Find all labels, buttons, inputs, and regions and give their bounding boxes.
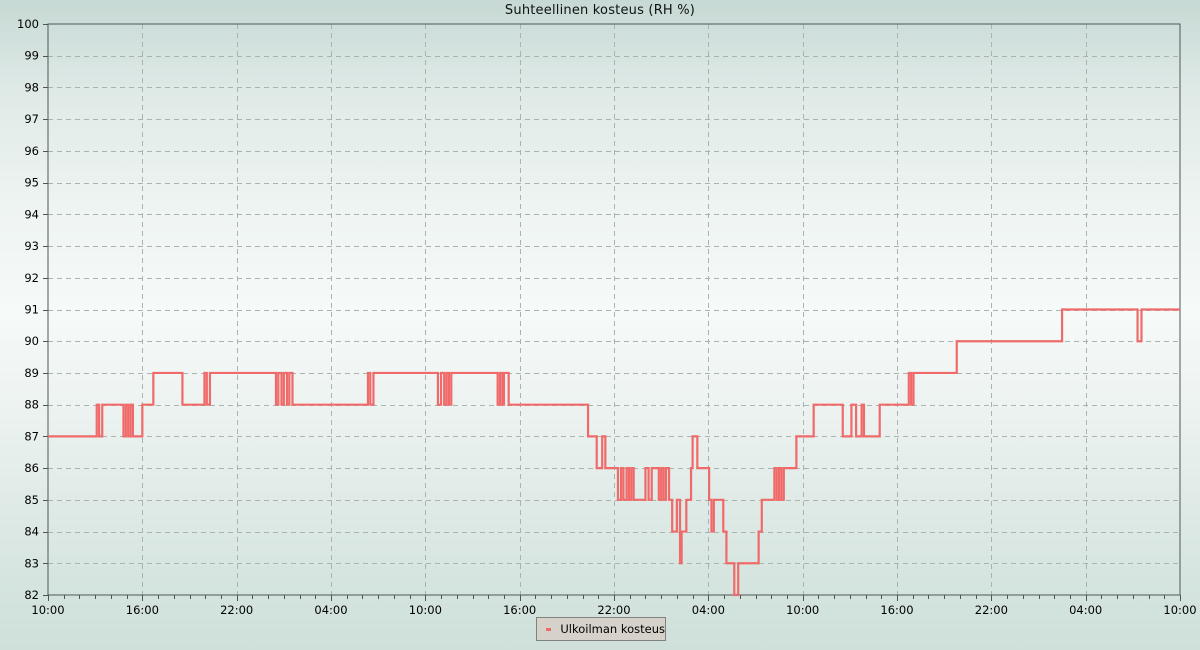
chart-title: Suhteellinen kosteus (RH %): [504, 3, 696, 18]
y-tick-label: 97: [24, 112, 39, 126]
x-tick-label: 04:00: [1069, 603, 1102, 617]
legend-box: Ulkoilman kosteus: [536, 617, 666, 641]
y-tick-label: 91: [24, 303, 39, 317]
y-tick-label: 85: [24, 493, 39, 507]
y-tick-label: 100: [17, 17, 39, 31]
y-tick-label: 92: [24, 271, 39, 285]
y-tick-label: 94: [24, 207, 39, 221]
x-tick-label: 16:00: [880, 603, 913, 617]
y-tick-label: 90: [24, 334, 39, 348]
legend-line-swatch: [546, 627, 552, 631]
x-tick-label: 22:00: [220, 603, 253, 617]
x-tick-label: 22:00: [975, 603, 1008, 617]
y-tick-label: 84: [24, 525, 39, 539]
y-tick-label: 87: [24, 429, 39, 443]
x-tick-label: 22:00: [597, 603, 630, 617]
y-tick-label: 96: [24, 144, 39, 158]
x-tick-label: 10:00: [409, 603, 442, 617]
y-tick-label: 89: [24, 366, 39, 380]
x-tick-label: 10:00: [31, 603, 64, 617]
x-tick-label: 10:00: [1163, 603, 1196, 617]
y-tick-label: 95: [24, 176, 39, 190]
y-tick-label: 83: [24, 556, 39, 570]
x-tick-label: 04:00: [314, 603, 347, 617]
x-tick-label: 04:00: [692, 603, 725, 617]
legend-series-label: Ulkoilman kosteus: [560, 622, 665, 636]
y-tick-label: 98: [24, 80, 39, 94]
series-line: [48, 308, 1180, 597]
y-tick-label: 86: [24, 461, 39, 475]
y-tick-label: 88: [24, 398, 39, 412]
x-tick-label: 10:00: [786, 603, 819, 617]
x-tick-label: 16:00: [126, 603, 159, 617]
y-tick-label: 99: [24, 49, 39, 63]
y-tick-label: 93: [24, 239, 39, 253]
x-tick-label: 16:00: [503, 603, 536, 617]
y-tick-label: 82: [24, 588, 39, 602]
